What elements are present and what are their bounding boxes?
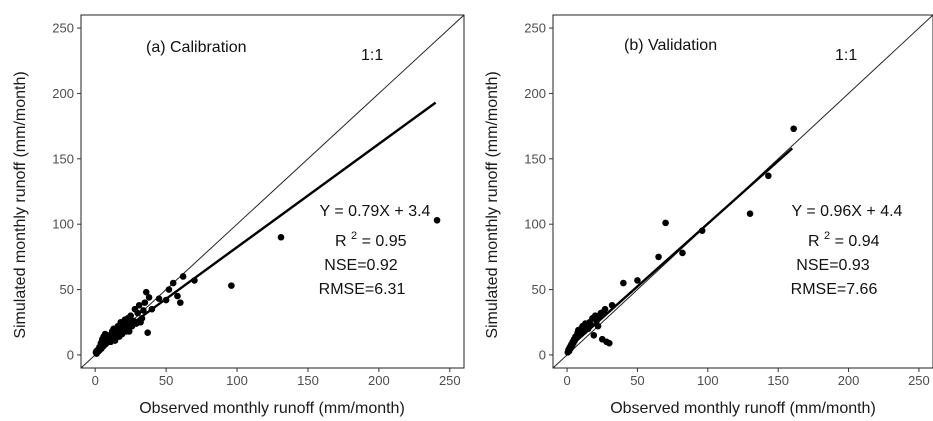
x-tick-label: 200 xyxy=(838,373,860,388)
rmse-value: RMSE=6.31 xyxy=(319,281,406,298)
x-tick-label: 0 xyxy=(563,373,570,388)
data-point xyxy=(134,309,142,317)
data-point xyxy=(141,299,149,306)
data-point xyxy=(590,332,598,339)
data-point xyxy=(174,292,181,300)
x-tick-label: 250 xyxy=(439,373,461,388)
x-tick-label: 150 xyxy=(767,373,789,388)
regression-line xyxy=(566,147,794,351)
data-point xyxy=(620,279,627,287)
data-point xyxy=(587,321,595,329)
data-point xyxy=(594,322,602,330)
data-point xyxy=(179,273,187,280)
data-point xyxy=(634,277,641,284)
data-point xyxy=(608,301,616,309)
x-axis-title: Observed monthly runoff (mm/month) xyxy=(610,400,876,417)
data-point xyxy=(765,172,772,180)
data-point xyxy=(228,282,235,289)
data-point xyxy=(138,315,146,322)
r-squared-prefix: R xyxy=(808,233,820,250)
y-tick-label: 0 xyxy=(67,347,74,362)
data-point xyxy=(148,305,156,313)
y-axis-title: Simulated monthly runoff (mm/month) xyxy=(484,71,501,338)
y-tick-label: 100 xyxy=(524,217,546,232)
data-point xyxy=(433,216,441,224)
r-squared-superscript: 2 xyxy=(824,230,830,242)
y-tick-label: 200 xyxy=(52,86,74,101)
y-tick-label: 50 xyxy=(532,282,546,297)
x-tick-label: 0 xyxy=(92,373,99,388)
y-tick-label: 100 xyxy=(52,217,74,232)
data-point xyxy=(140,307,147,314)
regression-line xyxy=(94,101,437,352)
y-tick-label: 50 xyxy=(60,282,74,297)
data-point xyxy=(145,294,153,301)
data-point xyxy=(125,328,133,335)
panel-validation: 0 50 100 150 200 250 0 50 100 150 200 250 (b) Valid… xyxy=(484,14,933,417)
fit-equation: Y = 0.96X + 4.4 xyxy=(792,203,903,220)
nse-value: NSE=0.92 xyxy=(324,257,397,274)
axis-ticks: 0 50 100 150 200 250 0 50 100 150 200 250 xyxy=(52,21,460,388)
r-squared: R 2 = 0.94 xyxy=(808,226,880,250)
identity-line-label: 1:1 xyxy=(361,47,383,64)
y-axis-title: Simulated monthly runoff (mm/month) xyxy=(12,71,29,338)
r-squared-value: = 0.94 xyxy=(835,233,880,250)
rmse-value: RMSE=7.66 xyxy=(791,281,878,298)
fit-equation: Y = 0.79X + 3.4 xyxy=(320,203,431,220)
identity-line-label: 1:1 xyxy=(835,47,857,64)
data-point xyxy=(169,279,177,287)
data-point xyxy=(155,295,163,303)
panel-label: (a) Calibration xyxy=(146,39,246,56)
y-tick-label: 250 xyxy=(52,21,74,36)
data-point xyxy=(746,210,754,218)
data-point xyxy=(165,286,173,293)
plot-marks xyxy=(80,14,465,369)
x-tick-label: 50 xyxy=(630,373,644,388)
r-squared-value: = 0.95 xyxy=(362,233,407,250)
y-tick-label: 0 xyxy=(539,347,546,362)
x-tick-label: 200 xyxy=(368,373,390,388)
r-squared: R 2 = 0.95 xyxy=(335,226,407,250)
data-point xyxy=(176,299,184,306)
data-point xyxy=(679,249,686,257)
y-tick-label: 200 xyxy=(524,86,546,101)
x-tick-label: 100 xyxy=(697,373,719,388)
x-tick-label: 50 xyxy=(159,373,173,388)
x-axis-title: Observed monthly runoff (mm/month) xyxy=(139,400,405,417)
plot-frame xyxy=(552,14,933,369)
data-point xyxy=(162,296,170,304)
data-point xyxy=(605,339,613,347)
plot-frame xyxy=(80,14,465,369)
data-point xyxy=(144,329,151,337)
r-squared-superscript: 2 xyxy=(351,230,357,242)
plot-marks xyxy=(552,14,933,369)
panel-calibration: 0 50 100 150 200 250 0 50 100 150 200 250 (a) Calib… xyxy=(12,14,465,417)
data-point xyxy=(111,337,119,344)
x-tick-label: 150 xyxy=(297,373,319,388)
data-point xyxy=(698,227,706,235)
x-tick-label: 250 xyxy=(908,373,930,388)
y-tick-label: 250 xyxy=(524,21,546,36)
y-tick-label: 150 xyxy=(52,151,74,166)
x-tick-label: 100 xyxy=(226,373,248,388)
data-point xyxy=(790,125,797,133)
axis-ticks: 0 50 100 150 200 250 0 50 100 150 200 250 xyxy=(524,21,929,388)
data-point xyxy=(142,288,150,296)
data-point xyxy=(191,277,198,284)
data-point xyxy=(655,253,662,261)
data-point xyxy=(277,233,285,241)
panel-label: (b) Validation xyxy=(624,37,717,54)
r-squared-prefix: R xyxy=(335,233,347,250)
nse-value: NSE=0.93 xyxy=(796,257,869,274)
data-point xyxy=(127,312,134,320)
data-point xyxy=(601,305,609,313)
data-point xyxy=(135,301,143,309)
y-tick-label: 150 xyxy=(524,151,546,166)
data-point xyxy=(662,219,669,227)
